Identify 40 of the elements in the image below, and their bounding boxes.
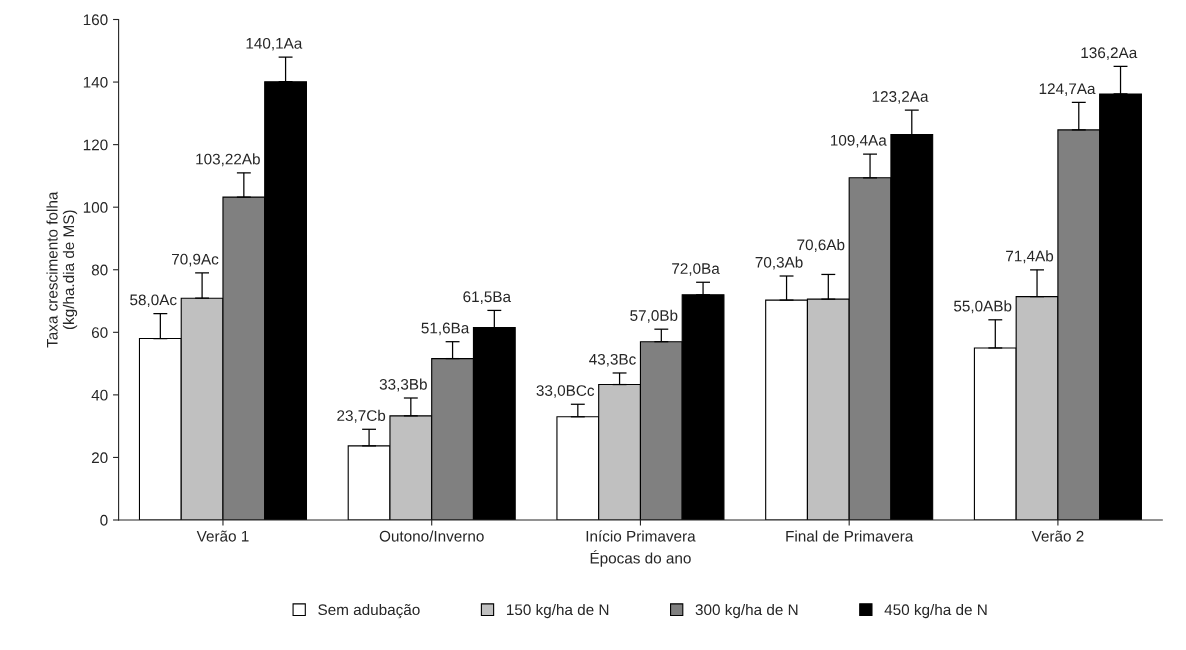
data-label: 23,7Cb bbox=[337, 409, 386, 423]
data-label: 33,0BCc bbox=[536, 385, 595, 398]
y-tick-label: 100 bbox=[83, 202, 108, 213]
y-axis-title: Taxa crescimento folha (kg/ha.dia de MS) bbox=[46, 191, 78, 348]
data-label: 71,4Ab bbox=[1006, 250, 1054, 264]
y-tick-label: 40 bbox=[91, 389, 108, 401]
data-label: 58,0Ac bbox=[130, 294, 177, 308]
x-tick-label: Verão 2 bbox=[1031, 530, 1084, 542]
data-label: 140,1Aa bbox=[246, 37, 303, 51]
y-tick-label: 20 bbox=[91, 452, 108, 464]
x-axis-title: Épocas do ano bbox=[590, 550, 691, 567]
legend-label: 450 kg/ha de N bbox=[884, 603, 987, 619]
y-tick-label: 140 bbox=[83, 76, 108, 88]
y-tick-label: 120 bbox=[83, 139, 108, 151]
y-tick-label: 160 bbox=[83, 14, 108, 26]
data-label: 72,0Ba bbox=[672, 263, 720, 276]
data-label: 124,7Aa bbox=[1039, 83, 1096, 96]
data-label: 70,3Ab bbox=[755, 256, 803, 270]
data-label: 55,0ABb bbox=[953, 300, 1012, 314]
data-label: 70,9Ac bbox=[172, 253, 219, 267]
x-tick-label: Início Primavera bbox=[586, 530, 696, 542]
y-tick-label: 80 bbox=[91, 264, 108, 276]
data-label: 33,3Bb bbox=[379, 378, 427, 392]
data-label: 136,2Aa bbox=[1081, 47, 1138, 60]
legend-label: Sem adubação bbox=[318, 603, 420, 619]
data-label: 103,22Ab bbox=[196, 153, 260, 167]
y-tick-label: 60 bbox=[91, 327, 108, 338]
legend-label: 300 kg/ha de N bbox=[695, 603, 798, 619]
y-tick-label: 0 bbox=[100, 514, 108, 526]
data-label: 109,4Aa bbox=[831, 134, 887, 148]
data-label: 61,5Ba bbox=[463, 291, 512, 304]
data-label: 43,3Bc bbox=[589, 353, 636, 367]
legend-label: 150 kg/ha de N bbox=[507, 603, 609, 619]
data-label: 51,6Ba bbox=[421, 322, 470, 336]
data-label: 57,0Bb bbox=[630, 309, 678, 323]
data-label: 123,2Aa bbox=[872, 91, 929, 104]
x-tick-label: Outono/Inverno bbox=[379, 530, 484, 542]
x-tick-label: Final de Primavera bbox=[786, 530, 914, 542]
data-label: 70,6Ab bbox=[797, 238, 845, 253]
x-tick-label: Verão 1 bbox=[196, 530, 249, 542]
